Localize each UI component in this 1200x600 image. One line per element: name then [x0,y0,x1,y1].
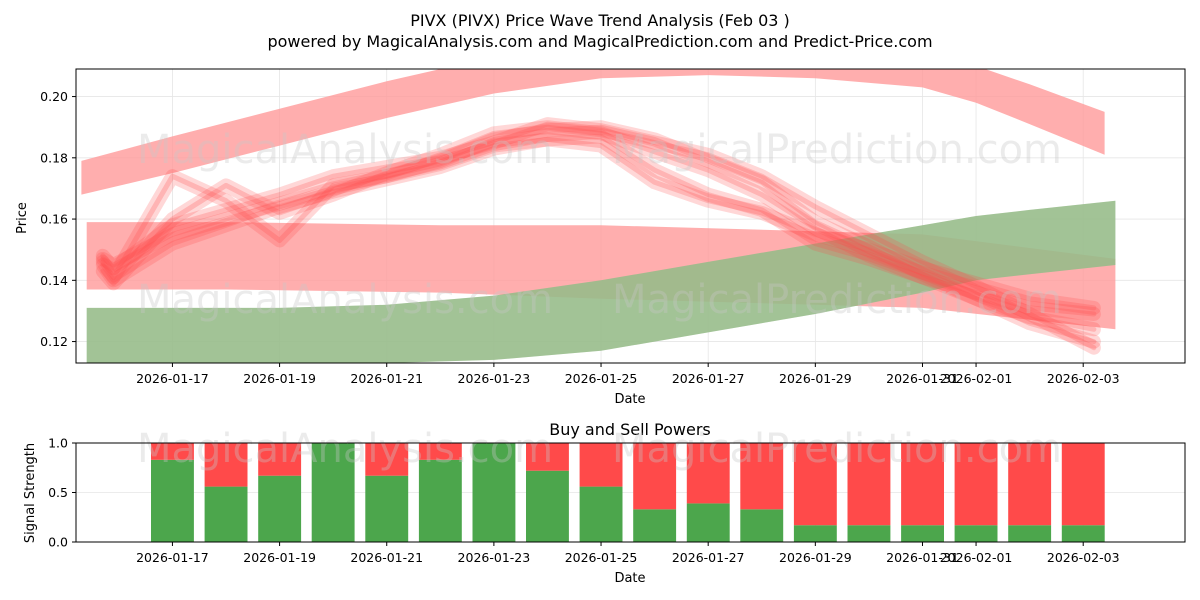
power-x-tick-label: 2026-01-31 [886,550,959,565]
price-panel: MagicalAnalysis.com MagicalPrediction.co… [15,68,1186,407]
buy-bar [418,459,462,542]
sell-bar [633,443,677,510]
sell-bar [1008,443,1052,526]
sell-bar [151,443,194,460]
sell-bar [740,443,784,510]
watermark-right-bottom: MagicalPrediction.com [612,277,1062,323]
buy-bar [847,525,891,542]
power-x-tick-label: 2026-01-25 [565,550,638,565]
chart-subtitle: powered by MagicalAnalysis.com and Magic… [267,32,932,51]
wave-5-core [100,136,1097,311]
green-rising-band-tint [86,200,1116,363]
wave-2-core [100,124,1097,345]
sell-bar [954,443,998,526]
price-x-tick-label: 2026-01-19 [243,371,316,386]
upper-red-wave [81,69,1105,195]
buy-bar [901,525,944,542]
buy-bar [1008,525,1052,542]
wave-3-core [100,133,1097,317]
buy-bar [204,486,248,542]
wave-3 [95,129,1101,321]
power-y-label: Signal Strength [23,443,38,543]
buy-bar [258,475,302,542]
sell-bar [901,443,944,526]
watermark-left-bottom: MagicalAnalysis.com [137,277,553,323]
sell-bar [793,443,837,526]
price-x-tick-label: 2026-01-29 [779,371,852,386]
buy-bar [740,509,784,542]
watermark-right-top: MagicalPrediction.com [612,127,1062,173]
price-x-axis: 2026-01-17 2026-01-19 2026-01-21 2026-01-23… [136,363,1120,386]
price-x-tick-label: 2026-02-03 [1047,371,1120,386]
watermark-right-power: MagicalPrediction.com [612,426,1062,472]
power-x-tick-label: 2026-02-01 [940,550,1013,565]
buy-bar [151,459,194,542]
wave-4-core [100,121,1097,351]
sell-bar [418,443,462,460]
price-x-tick-label: 2026-01-31 [886,371,959,386]
power-x-tick-label: 2026-02-03 [1047,550,1120,565]
watermark-left-top: MagicalAnalysis.com [137,127,553,173]
price-waves [95,117,1101,355]
price-x-tick-label: 2026-01-27 [672,371,745,386]
buy-bar [954,525,998,542]
power-y-tick-label: 1.0 [48,436,68,451]
price-y-tick-label: 0.18 [40,150,68,165]
price-y-axis: 0.12 0.14 0.16 0.18 0.20 [40,89,76,349]
power-bars [151,443,1105,542]
price-y-label: Price [15,202,30,234]
power-y-tick-label: 0.5 [48,485,68,500]
power-x-axis: 2026-01-17 2026-01-19 2026-01-21 2026-01-23… [136,542,1120,565]
sell-bar [579,443,623,487]
power-x-tick-label: 2026-01-19 [243,550,316,565]
buy-bar [579,486,623,542]
price-y-tick-label: 0.12 [40,334,68,349]
price-x-tick-label: 2026-02-01 [940,371,1013,386]
power-x-tick-label: 2026-01-23 [458,550,531,565]
watermark-left-power: MagicalAnalysis.com [137,426,553,472]
buy-bar [633,509,677,542]
sell-bar [847,443,891,526]
power-title: Buy and Sell Powers [549,420,711,439]
sell-bar [258,443,302,476]
buy-bar [365,475,409,542]
power-x-tick-label: 2026-01-17 [136,550,209,565]
wave-1 [95,120,1101,337]
buy-bar [472,443,516,542]
price-y-tick-label: 0.14 [40,273,68,288]
price-x-tick-label: 2026-01-25 [565,371,638,386]
price-x-tick-label: 2026-01-21 [350,371,423,386]
sell-bar [1061,443,1105,526]
sell-bar [204,443,248,487]
price-y-tick-label: 0.20 [40,89,68,104]
wave-2 [95,120,1101,349]
wave-4 [95,117,1101,355]
power-x-tick-label: 2026-01-21 [350,550,423,565]
chart-title: PIVX (PIVX) Price Wave Trend Analysis (F… [410,11,790,30]
power-x-tick-label: 2026-01-29 [779,550,852,565]
wave-5 [95,132,1101,315]
buy-bar [1061,525,1105,542]
price-x-label: Date [614,392,645,407]
price-x-tick-label: 2026-01-23 [458,371,531,386]
price-plot-frame [75,68,1186,364]
buy-bar [526,470,569,542]
sell-bar [686,443,730,504]
power-x-tick-label: 2026-01-27 [672,550,745,565]
power-y-axis: 0.0 0.5 1.0 [48,436,76,550]
sell-bar [526,443,569,471]
wave-1-core [100,124,1097,332]
buy-bar [311,443,355,542]
power-panel: Buy and Sell Powers MagicalAnalysis.com … [23,420,1186,586]
power-x-label: Date [614,571,645,586]
sell-bar [365,443,409,476]
price-y-tick-label: 0.16 [40,212,68,227]
green-rising-band [86,200,1116,363]
buy-bar [793,525,837,542]
price-bands [81,69,1116,363]
power-y-tick-label: 0.0 [48,535,68,550]
buy-bar [686,503,730,542]
price-x-tick-label: 2026-01-17 [136,371,209,386]
